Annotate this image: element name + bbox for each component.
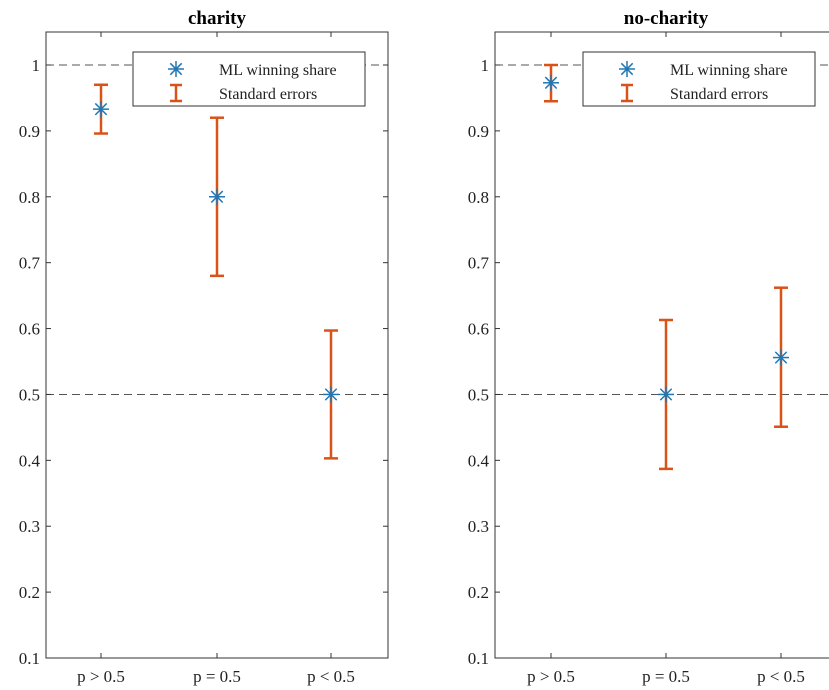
chart-title: charity [188, 8, 247, 29]
legend-star-icon [168, 61, 184, 77]
legend-box [132, 51, 366, 107]
legend-entry-ml-winning-share: ML winning share [670, 62, 788, 79]
data-point [543, 74, 559, 91]
chart-title: no-charity [624, 8, 709, 29]
data-point [658, 386, 674, 403]
data-point [209, 188, 225, 205]
legend: ML winning share Standard errors [582, 51, 816, 107]
star-stroke [324, 388, 338, 401]
y-tick-label: 0.3 [468, 517, 489, 536]
y-tick-label: 0.4 [468, 451, 490, 470]
y-tick-label: 0.6 [468, 320, 489, 339]
y-tick-label: 0.8 [468, 188, 489, 207]
y-axis: 0.1 0.2 0.3 0.4 0.5 0.6 0.7 0.8 0.9 1 [19, 56, 388, 668]
y-tick-label: 1 [32, 56, 41, 75]
y-tick-label: 0.2 [19, 583, 40, 602]
x-axis: p > 0.5 p = 0.5 p < 0.5 [527, 32, 805, 686]
y-tick-label: 0.8 [19, 188, 40, 207]
axes-box [494, 31, 829, 659]
y-tick-label: 0.7 [468, 254, 490, 273]
data-point [93, 101, 109, 118]
y-tick-label: 0.4 [19, 451, 41, 470]
legend: ML winning share Standard errors [132, 51, 366, 107]
y-tick-label: 0.9 [468, 122, 489, 141]
reference-lines [495, 64, 829, 395]
y-tick-label: 0.2 [468, 583, 489, 602]
star-stroke [94, 102, 108, 116]
data-point [323, 386, 339, 403]
y-tick-label: 0.5 [19, 385, 40, 404]
y-tick-label: 0.6 [19, 320, 40, 339]
x-tick-label: p > 0.5 [527, 667, 575, 686]
legend-errorbar-icon [170, 83, 182, 103]
y-axis: 0.1 0.2 0.3 0.4 0.5 0.6 0.7 0.8 0.9 1 [468, 56, 500, 668]
x-tick-label: p < 0.5 [757, 667, 805, 686]
legend-entry-standard-errors: Standard errors [670, 86, 768, 103]
y-tick-label: 0.5 [468, 385, 489, 404]
data-point [773, 349, 789, 366]
y-tick-label: 0.7 [19, 254, 41, 273]
star-stroke [210, 190, 224, 204]
plot-area [93, 83, 339, 460]
legend-entry-ml-winning-share: ML winning share [219, 62, 337, 79]
legend-star-icon [619, 61, 635, 77]
chart-panel-no-charity: no-charity 0.10.20.30.40.50.60.70.80.91 … [468, 8, 829, 686]
y-tick-label: 0.1 [468, 649, 489, 668]
star-stroke [659, 388, 673, 401]
x-tick-label: p = 0.5 [642, 667, 690, 686]
plot-area [543, 63, 789, 471]
y-tick-label: 0.3 [19, 517, 40, 536]
y-tick-label: 0.1 [19, 649, 40, 668]
chart-panel-charity: charity 0.1 0.2 0.3 0.4 0.5 0.6 0.7 0.8 0.9 1 p >… [19, 8, 389, 686]
x-tick-label: p > 0.5 [77, 667, 125, 686]
star-stroke [544, 76, 558, 90]
star-stroke [774, 351, 788, 364]
legend-entry-standard-errors: Standard errors [219, 86, 317, 103]
x-axis: p > 0.5 p = 0.5 p < 0.5 [77, 32, 355, 686]
y-tick-label: 1 [481, 56, 490, 75]
x-tick-label: p = 0.5 [193, 667, 241, 686]
legend-errorbar-icon [621, 83, 633, 103]
x-tick-label: p < 0.5 [307, 667, 355, 686]
legend-box [582, 51, 816, 107]
y-tick-label: 0.9 [19, 122, 40, 141]
axes-box [45, 31, 389, 659]
